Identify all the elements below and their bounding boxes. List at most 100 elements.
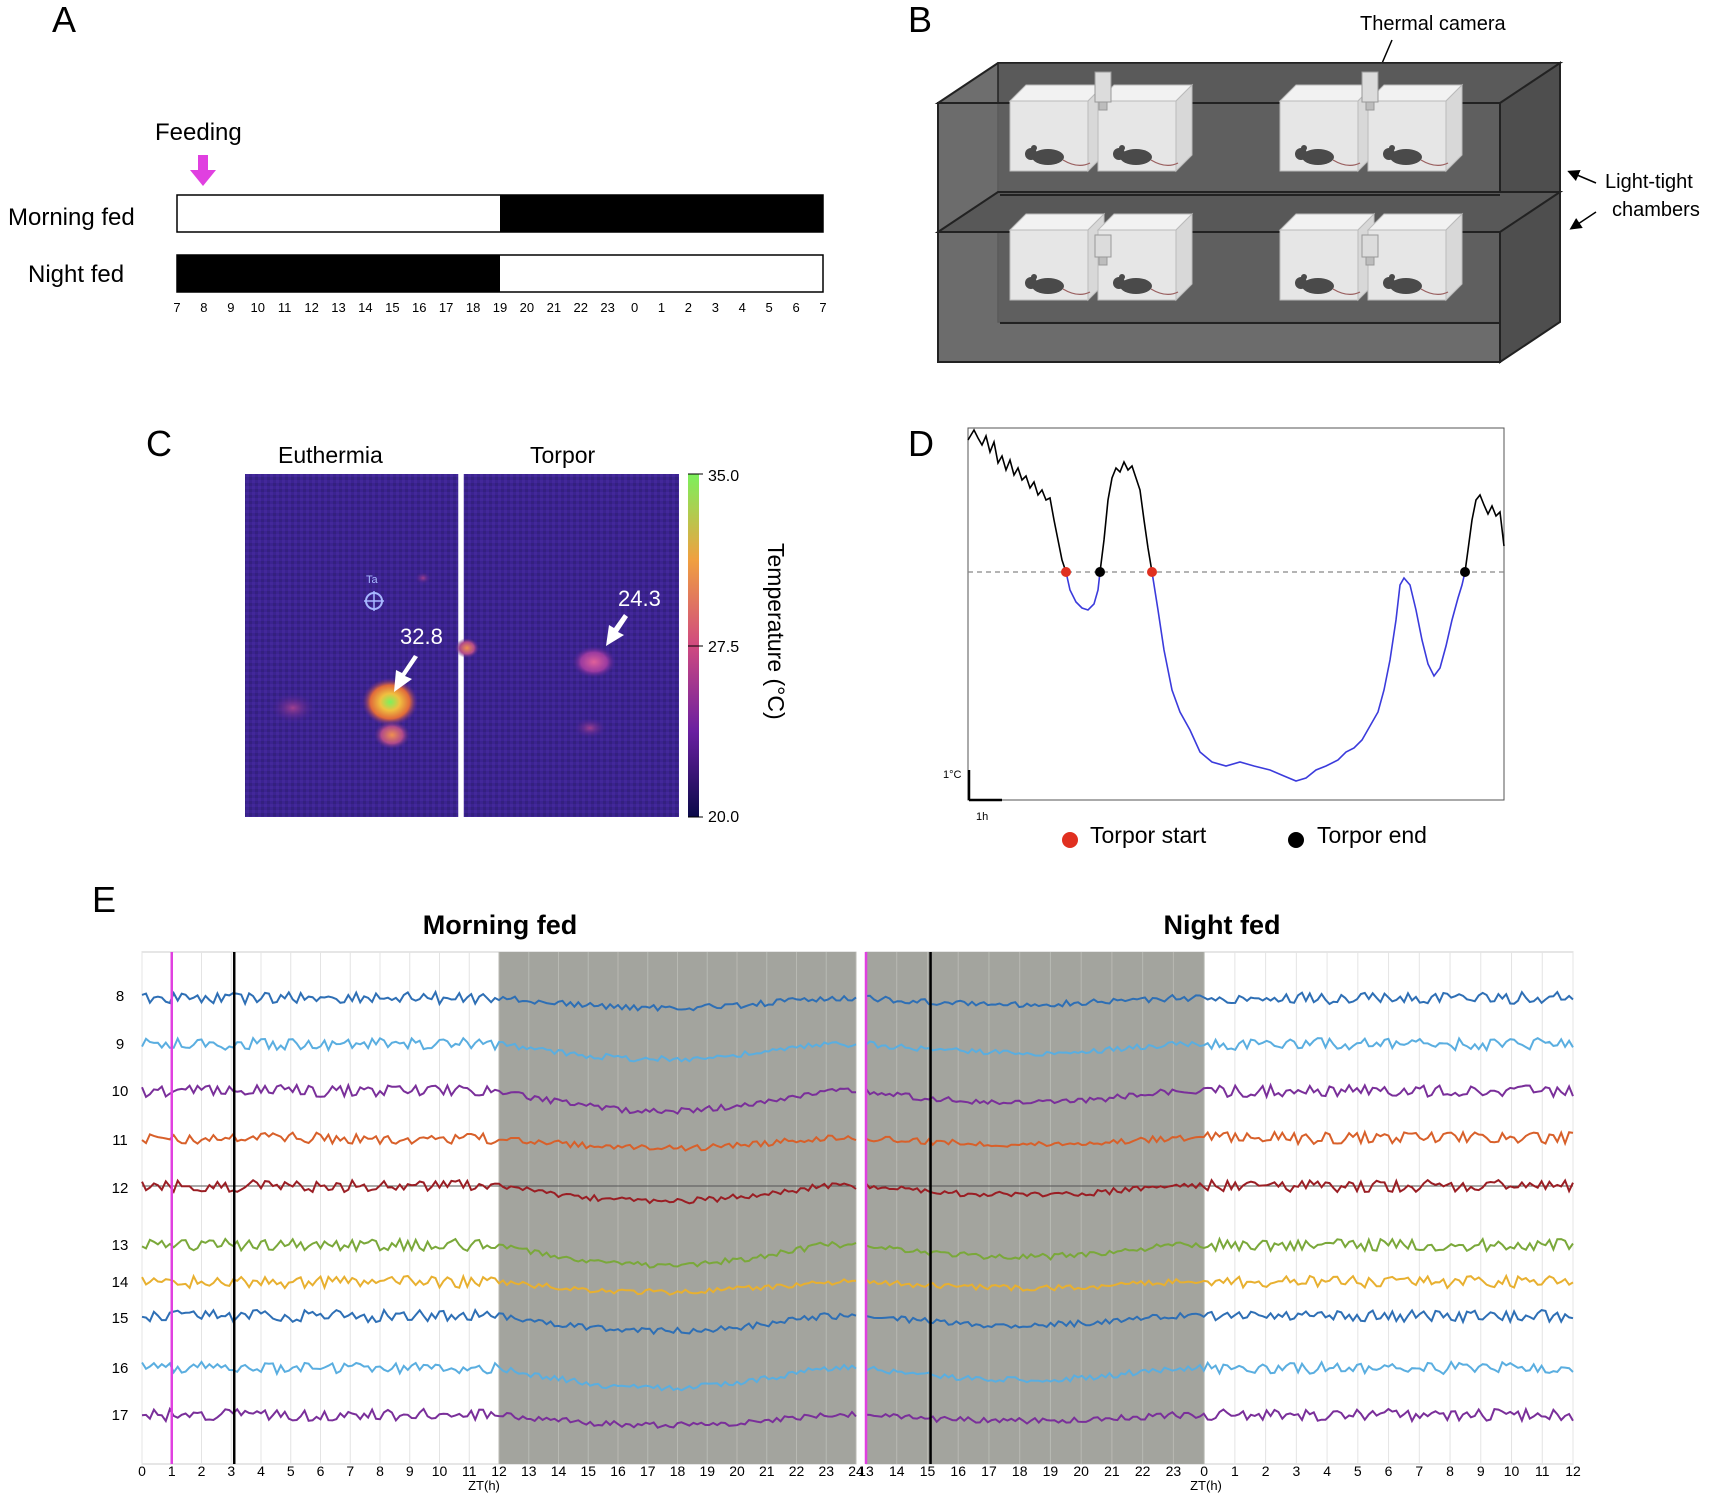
e-left-xlabel: ZT(h) — [468, 1478, 500, 1493]
mouse-ear — [1031, 274, 1037, 280]
zt-tick-label: 7 — [1415, 1463, 1423, 1479]
mouse-tail — [1420, 159, 1449, 166]
hour-tick: 15 — [385, 300, 399, 315]
mouse-id-label: 12 — [112, 1180, 129, 1197]
legend-end-dot — [1288, 832, 1304, 848]
mouse-id-label: 8 — [116, 988, 124, 1005]
panel-e: E Morning fed Night fed 0 1 2 3 4 5 6 7 8 9 10 11 12… — [92, 879, 1581, 1493]
mouse-body — [1302, 278, 1334, 294]
euthermic-mouse-tail — [374, 721, 410, 749]
faint-spot-1 — [271, 693, 315, 723]
zt-tick-label: 18 — [670, 1463, 686, 1479]
mouse-body — [1120, 278, 1152, 294]
zt-tick-label: 24 — [848, 1463, 864, 1479]
mouse-body — [1032, 278, 1064, 294]
euthermia-arrow — [394, 655, 418, 692]
zt-tick-label: 13 — [858, 1463, 874, 1479]
zt-tick-label: 9 — [1477, 1463, 1485, 1479]
mouse-body — [1032, 149, 1064, 165]
camera-lens-icon — [1365, 101, 1375, 111]
mouse-body — [1302, 149, 1334, 165]
torpor-trace-1 — [1065, 571, 1101, 611]
zt-tick-label: 3 — [227, 1463, 235, 1479]
hour-tick: 12 — [304, 300, 318, 315]
torpor-mouse-spot — [572, 646, 616, 678]
zt-tick-label: 19 — [699, 1463, 715, 1479]
mouse-id-label: 9 — [116, 1036, 124, 1053]
zt-tick-label: 2 — [198, 1463, 206, 1479]
cameras — [1094, 71, 1379, 266]
mouse-ear — [1119, 145, 1125, 151]
thermal-camera-icon — [1094, 71, 1112, 103]
mouse-id-label: 14 — [112, 1274, 129, 1291]
e-right-xlabel: ZT(h) — [1190, 1478, 1222, 1493]
zt-tick-label: 8 — [376, 1463, 384, 1479]
chamber-label-line1: Light-tight — [1605, 171, 1693, 193]
hour-tick: 8 — [200, 300, 207, 315]
hour-tick: 6 — [792, 300, 799, 315]
ta-marker: Ta — [364, 574, 384, 611]
hour-tick: 2 — [685, 300, 692, 315]
mouse-tail — [1332, 159, 1361, 166]
row-label-morning-fed: Morning fed — [8, 204, 135, 231]
temperature-trace-8 — [141, 989, 857, 1012]
thermal-camera-icon — [1361, 71, 1379, 103]
mouse-id-label: 10 — [112, 1083, 129, 1100]
torpor-start-dot-2 — [1147, 567, 1157, 577]
legend-start-label: Torpor start — [1090, 822, 1207, 848]
colorbar-tick-max: 35.0 — [708, 468, 739, 485]
zt-tick-label: 21 — [1104, 1463, 1120, 1479]
legend-start-dot — [1062, 832, 1078, 848]
panel-d-letter: D — [908, 423, 934, 464]
zt-tick-label: 1 — [168, 1463, 176, 1479]
zt-tick-label: 12 — [491, 1463, 507, 1479]
zt-tick-label: 11 — [1535, 1463, 1550, 1479]
zt-tick-label: 5 — [1354, 1463, 1362, 1479]
mouse-id-labels: 8 9 10 11 12 13 14 15 16 17 — [112, 988, 129, 1424]
zt-tick-label: 10 — [432, 1463, 448, 1479]
zt-tick-label: 20 — [1073, 1463, 1089, 1479]
mouse-tail — [1420, 288, 1449, 295]
thermal-camera-icon — [1361, 234, 1379, 258]
zt-tick-label: 22 — [789, 1463, 805, 1479]
hour-tick: 17 — [439, 300, 453, 315]
scale-y-label: 1°C — [943, 769, 962, 781]
zt-tick-label: 3 — [1292, 1463, 1300, 1479]
panel-e-letter: E — [92, 879, 116, 920]
hour-tick: 7 — [173, 300, 180, 315]
panel-a-letter: A — [52, 0, 76, 40]
temperature-trace-16 — [141, 1360, 857, 1392]
mouse-ear — [1389, 274, 1395, 280]
cage-side — [1175, 83, 1193, 173]
temperature-trace-11 — [141, 1131, 857, 1152]
zt-tick-label: 4 — [257, 1463, 265, 1479]
temperature-trace-12 — [141, 1178, 857, 1205]
mouse-body — [1120, 149, 1152, 165]
zt-tick-label: 8 — [1446, 1463, 1454, 1479]
torpor-end-dot-1 — [1095, 567, 1105, 577]
temperature-trace-13 — [865, 1236, 1574, 1261]
light-dark-bars — [176, 194, 824, 293]
mouse-tail — [1332, 288, 1361, 295]
cage-side — [1445, 212, 1463, 302]
panel-c-letter: C — [146, 423, 172, 464]
camera-label: Thermal camera — [1360, 13, 1506, 35]
torpor-title: Torpor — [530, 442, 596, 468]
euthermic-trace-1 — [967, 428, 1067, 573]
zt-tick-label: 1 — [1231, 1463, 1239, 1479]
hour-tick: 5 — [766, 300, 773, 315]
euthermic-trace-3 — [1464, 493, 1505, 573]
zt-tick-label: 20 — [729, 1463, 745, 1479]
zt-tick-label: 19 — [1043, 1463, 1059, 1479]
ta-marker-label: Ta — [366, 574, 379, 586]
chamber-pointer-top — [1567, 169, 1597, 184]
mouse-body — [1390, 278, 1422, 294]
temperature-trace-8 — [865, 990, 1574, 1009]
mouse-id-label: 17 — [112, 1407, 129, 1424]
hour-tick: 19 — [493, 300, 507, 315]
hour-tick: 7 — [819, 300, 826, 315]
hour-tick: 1 — [658, 300, 665, 315]
mouse-tail — [1150, 288, 1179, 295]
zt-tick-label: 17 — [981, 1463, 997, 1479]
mouse-tail — [1062, 288, 1091, 295]
